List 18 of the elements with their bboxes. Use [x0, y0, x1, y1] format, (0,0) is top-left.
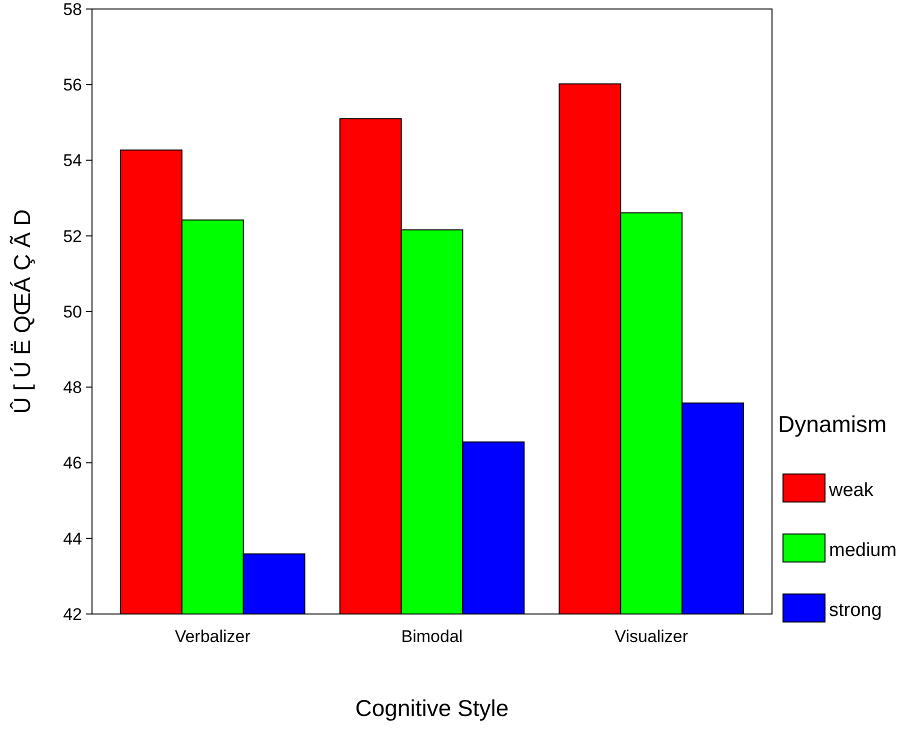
- y-tick-label: 42: [63, 604, 82, 624]
- y-tick-label: 48: [63, 378, 82, 398]
- legend-label: medium: [829, 540, 897, 561]
- y-axis-title: Û [ Ú Ë QŒÁ Ç Ã D: [9, 209, 35, 414]
- x-tick-label: Visualizer: [614, 627, 688, 646]
- x-axis-title: Cognitive Style: [355, 695, 509, 721]
- y-tick-label: 58: [63, 0, 82, 19]
- y-tick-label: 56: [63, 76, 82, 95]
- legend-label: weak: [828, 480, 874, 501]
- x-tick-label: Bimodal: [401, 627, 463, 646]
- y-tick-label: 46: [63, 454, 82, 473]
- x-tick-label: Verbalizer: [174, 627, 251, 646]
- y-tick-label: 52: [63, 226, 82, 246]
- legend-title: Dynamism: [778, 411, 887, 437]
- y-tick-label: 54: [63, 151, 82, 170]
- y-tick-label: 50: [63, 302, 82, 322]
- legend-label: strong: [829, 600, 882, 621]
- y-tick-label: 44: [63, 529, 82, 548]
